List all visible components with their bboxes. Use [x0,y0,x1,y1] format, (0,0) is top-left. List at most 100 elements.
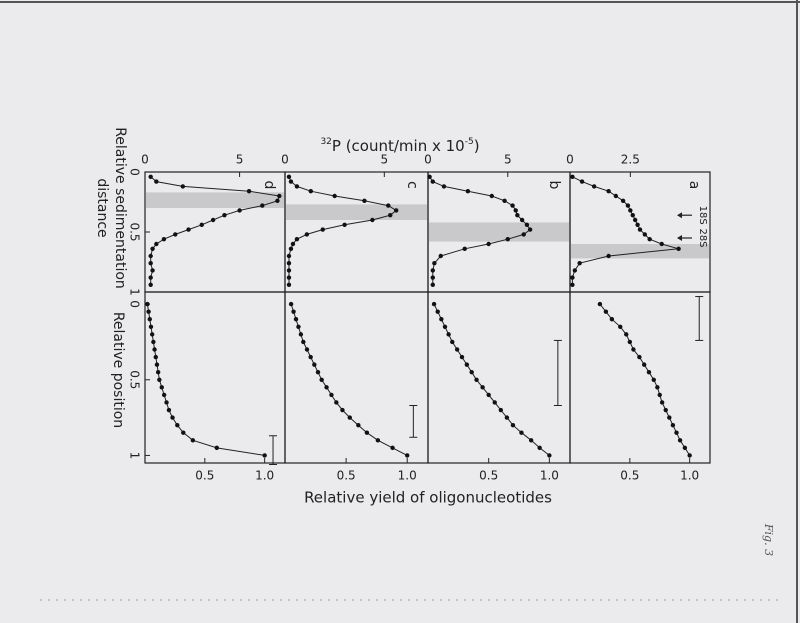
data-point [148,275,153,280]
data-point [150,246,155,251]
data-point [145,301,150,307]
data-point [682,445,688,451]
data-point [214,445,219,451]
data-point [147,317,152,322]
data-point [435,309,440,314]
panel-label: a [686,181,702,190]
data-point [502,198,507,203]
data-point [591,184,597,189]
data-point [146,309,151,314]
data-point [537,445,542,451]
y-tick-label: 5 [236,153,244,167]
data-point [148,261,153,266]
data-point [390,445,395,451]
panel-label: c [404,181,420,189]
data-point [646,370,652,375]
highlight-band [571,244,709,259]
data-point [315,370,321,375]
data-point [469,370,474,375]
data-point [319,377,324,382]
y-tick-label: 0.5 [337,469,356,483]
data-point [606,189,611,194]
data-point [577,261,582,266]
data-point [180,184,186,189]
data-point [347,415,352,420]
data-point [161,237,167,242]
data-point [356,422,361,428]
data-point [304,347,310,352]
data-point [570,275,575,280]
sed-axis-title: Relative sedimentation [112,127,128,289]
marker-label: 28S [697,228,708,247]
data-point [286,268,292,273]
data-point [459,354,465,360]
data-point [222,213,227,218]
y-tick-label: 0.5 [620,469,639,483]
data-point [186,227,191,232]
data-point [237,208,242,213]
value-axis-title: 32P (count/min x 10-5) [320,137,479,155]
data-point [498,407,504,413]
data-point [430,179,435,184]
data-point [618,324,623,330]
data-point [159,385,164,390]
y-tick-label: 0 [281,153,289,167]
data-point [642,232,648,237]
data-point [628,208,633,213]
y-tick-label: 0.5 [479,469,498,483]
marker-arrowhead [677,235,682,241]
data-point [334,400,339,405]
data-point [606,253,611,259]
data-point [446,332,451,337]
data-point [148,282,153,287]
data-point [293,317,299,322]
data-point [294,237,300,242]
data-point [370,217,375,223]
x-tick-label: 0.5 [128,370,142,389]
data-point [362,198,367,203]
data-point [388,213,393,218]
note: Fig. 3 [762,523,775,556]
data-point [657,392,662,398]
data-point [312,362,317,367]
data-point [394,208,399,213]
data-point [277,193,282,199]
data-point [620,198,626,203]
panel-label: d [261,181,277,190]
data-point [659,241,664,247]
data-point [480,385,485,390]
data-point [579,179,585,184]
data-point [375,438,381,443]
data-point [454,347,460,352]
data-point [441,184,447,189]
data-point [510,422,516,428]
data-point [332,193,337,199]
data-point [492,400,497,405]
data-point [150,268,155,273]
data-point [170,415,175,420]
data-point [427,174,432,179]
data-point [465,189,471,194]
x-tick-label: 1 [128,288,142,296]
data-point [627,339,633,345]
data-point [431,301,437,307]
data-point [572,268,578,273]
x-tick-label: 0 [128,300,142,308]
data-point [286,253,292,259]
data-point [340,407,345,413]
data-point [308,354,313,360]
data-point [304,232,310,237]
data-point [199,222,204,227]
data-point [570,282,575,287]
data-point [166,407,172,413]
data-point [364,430,370,435]
x-tick-label: 0 [128,168,142,176]
data-point [677,438,683,443]
y-tick-label: 0 [141,153,149,167]
data-point [505,237,510,242]
data-point [260,203,265,208]
data-point [164,400,169,405]
pos-axis-title: Relative position [110,312,126,428]
y-tick-label: 1.0 [680,469,699,483]
